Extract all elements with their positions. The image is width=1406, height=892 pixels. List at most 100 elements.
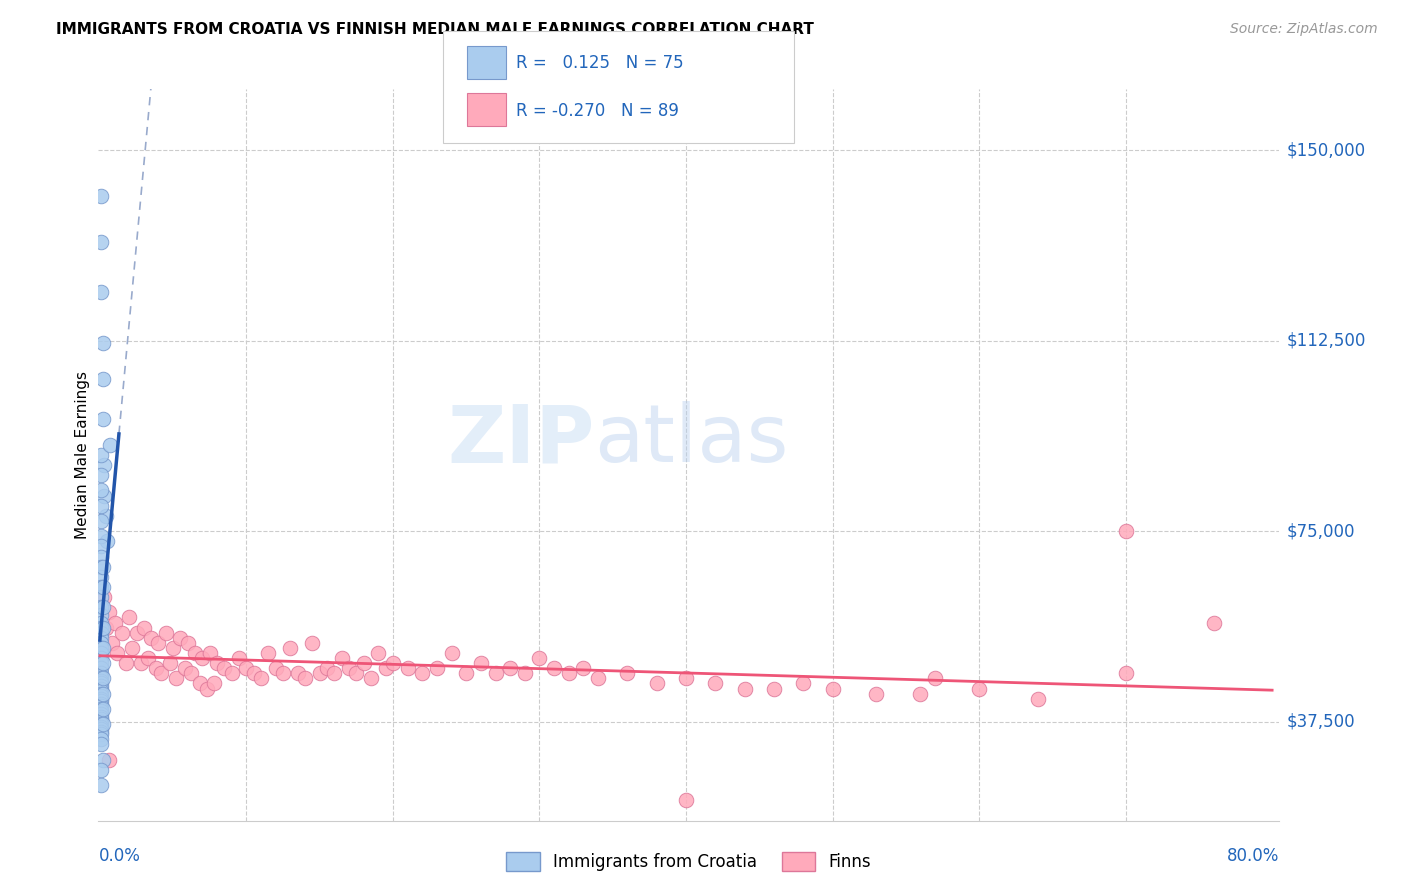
- Point: [132, 621, 155, 635]
- Point: [235, 661, 257, 675]
- Text: $112,500: $112,500: [1286, 332, 1365, 350]
- Point: [586, 672, 609, 686]
- Point: [91, 717, 114, 731]
- Point: [90, 570, 112, 584]
- Point: [90, 640, 112, 655]
- Point: [90, 676, 112, 690]
- Point: [155, 625, 177, 640]
- Point: [294, 672, 316, 686]
- Point: [411, 666, 433, 681]
- Point: [90, 679, 112, 693]
- Point: [271, 666, 294, 681]
- Point: [257, 646, 280, 660]
- Point: [675, 672, 697, 686]
- Point: [91, 753, 114, 767]
- Point: [90, 673, 112, 688]
- Point: [90, 661, 112, 675]
- Point: [91, 656, 114, 670]
- Point: [367, 646, 389, 660]
- Point: [287, 666, 309, 681]
- Text: $37,500: $37,500: [1286, 713, 1355, 731]
- Point: [301, 636, 323, 650]
- Text: 80.0%: 80.0%: [1227, 847, 1279, 865]
- Point: [91, 372, 114, 386]
- Point: [484, 666, 506, 681]
- Point: [308, 666, 330, 681]
- Point: [90, 285, 112, 300]
- Point: [94, 621, 117, 635]
- Point: [125, 625, 148, 640]
- Text: R = -0.270   N = 89: R = -0.270 N = 89: [516, 102, 679, 120]
- Point: [762, 681, 785, 696]
- Point: [90, 631, 112, 645]
- Point: [90, 549, 112, 564]
- Point: [90, 607, 112, 622]
- Point: [90, 702, 112, 716]
- Point: [90, 646, 112, 660]
- Point: [90, 691, 112, 706]
- Point: [221, 666, 243, 681]
- Point: [90, 778, 112, 792]
- Point: [90, 681, 112, 696]
- Point: [374, 661, 396, 675]
- Point: [90, 705, 112, 719]
- Point: [90, 483, 112, 498]
- Point: [96, 534, 118, 549]
- Legend: Immigrants from Croatia, Finns: Immigrants from Croatia, Finns: [499, 846, 879, 878]
- Point: [1202, 615, 1225, 630]
- Point: [115, 656, 138, 670]
- Point: [90, 694, 112, 708]
- Point: [572, 661, 595, 675]
- Point: [97, 606, 120, 620]
- Point: [91, 336, 114, 351]
- Point: [98, 438, 121, 452]
- Point: [499, 661, 522, 675]
- Point: [90, 738, 112, 752]
- Point: [360, 672, 382, 686]
- Point: [396, 661, 419, 675]
- Point: [90, 559, 112, 574]
- Point: [316, 661, 339, 675]
- Text: atlas: atlas: [595, 401, 789, 479]
- Point: [90, 712, 112, 726]
- Point: [90, 687, 112, 701]
- Text: $75,000: $75,000: [1286, 522, 1355, 541]
- Point: [250, 672, 273, 686]
- Point: [90, 697, 112, 711]
- Point: [865, 687, 887, 701]
- Point: [323, 666, 346, 681]
- Point: [1115, 666, 1137, 681]
- Point: [90, 621, 112, 635]
- Point: [924, 672, 946, 686]
- Point: [90, 689, 112, 703]
- Point: [90, 672, 112, 686]
- Point: [1026, 691, 1049, 706]
- Point: [337, 661, 360, 675]
- Point: [1115, 524, 1137, 538]
- Point: [121, 640, 143, 655]
- Point: [173, 661, 195, 675]
- Point: [90, 656, 112, 670]
- Point: [141, 631, 163, 645]
- Point: [90, 235, 112, 249]
- Point: [821, 681, 844, 696]
- Point: [107, 646, 129, 660]
- Point: [148, 636, 170, 650]
- Point: [93, 458, 115, 472]
- Point: [242, 666, 264, 681]
- Point: [90, 724, 112, 739]
- Point: [150, 666, 173, 681]
- Text: ZIP: ZIP: [447, 401, 595, 479]
- Point: [90, 189, 112, 203]
- Point: [90, 529, 112, 543]
- Text: 0.0%: 0.0%: [98, 847, 141, 865]
- Point: [513, 666, 536, 681]
- Point: [90, 590, 112, 604]
- Point: [90, 448, 112, 462]
- Point: [191, 651, 214, 665]
- Point: [94, 508, 117, 523]
- Point: [90, 717, 112, 731]
- Point: [169, 631, 191, 645]
- Point: [90, 468, 112, 483]
- Point: [967, 681, 990, 696]
